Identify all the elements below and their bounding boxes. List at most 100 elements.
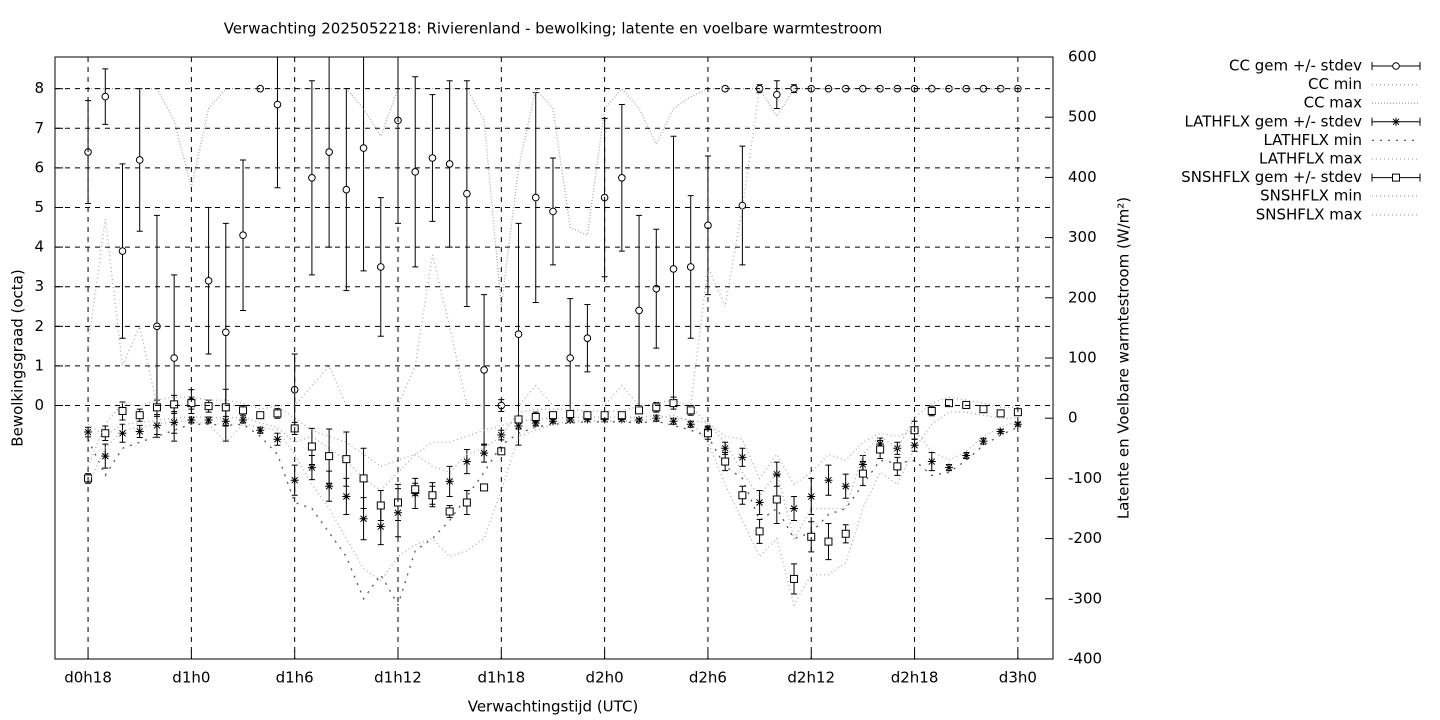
point [376, 501, 385, 510]
point [772, 495, 781, 504]
legend-label: CC max [1304, 94, 1363, 112]
point [135, 156, 144, 164]
chart-title: Verwachting 2025052218: Rivierenland - b… [224, 20, 883, 38]
point [152, 403, 161, 412]
point [204, 402, 213, 411]
legend-marker [1392, 62, 1400, 70]
point [962, 451, 971, 460]
point [239, 406, 248, 415]
y-tick-label: 8 [34, 79, 44, 97]
point [221, 403, 230, 412]
point [583, 415, 592, 424]
legend-label: SNSHFLX max [1256, 205, 1362, 223]
point [652, 414, 661, 423]
point [772, 470, 781, 479]
y2-tick-label: 100 [1068, 349, 1097, 367]
point [273, 100, 282, 109]
point [583, 334, 592, 342]
point [376, 263, 385, 271]
y-tick-label: 6 [34, 158, 44, 176]
point [273, 435, 282, 444]
point [514, 415, 523, 424]
legend-label: SNSHFLX gem +/- stdev [1181, 168, 1362, 186]
point [480, 449, 489, 458]
y2-tick-label: -400 [1068, 650, 1102, 668]
point [996, 409, 1005, 418]
point [308, 173, 316, 182]
point [979, 437, 988, 446]
point [944, 463, 953, 472]
point [617, 415, 626, 424]
point [222, 328, 230, 337]
point [359, 144, 368, 152]
point [256, 426, 265, 435]
point [239, 231, 247, 240]
point [325, 148, 333, 156]
y-tick-label: 7 [34, 119, 44, 137]
point [428, 491, 437, 500]
x-tick-label: d2h6 [689, 669, 727, 687]
point [927, 457, 936, 466]
x-tick-label: d2h18 [891, 669, 939, 687]
point [135, 427, 144, 436]
point [721, 444, 730, 453]
y2-tick-label: 300 [1068, 228, 1097, 246]
point [755, 498, 764, 507]
x-axis-title: Verwachtingstijd (UTC) [468, 698, 639, 716]
point [273, 409, 282, 418]
x-tick-label: d1h0 [172, 669, 210, 687]
y-tick-label: 5 [34, 198, 44, 216]
point [152, 421, 161, 430]
point [807, 492, 816, 501]
x-tick-label: d1h18 [477, 669, 525, 687]
point [445, 477, 454, 486]
point [910, 441, 919, 450]
point [858, 469, 867, 478]
point [635, 306, 643, 315]
point [824, 476, 833, 485]
point [841, 529, 850, 538]
point [531, 412, 540, 421]
point [170, 354, 178, 362]
x-tick-label: d0h18 [64, 669, 112, 687]
point [101, 92, 110, 101]
point [841, 482, 850, 491]
point [411, 485, 420, 494]
point [84, 428, 93, 437]
point [135, 411, 144, 420]
point [738, 453, 747, 462]
point [256, 411, 265, 420]
y2-tick-label: -100 [1068, 469, 1102, 487]
legend-label: LATHFLX min [1263, 131, 1362, 149]
y-tick-label: 1 [34, 356, 44, 374]
point [497, 431, 506, 440]
point [686, 263, 695, 271]
point [307, 463, 316, 472]
y2-axis-title: Latente en Voelbare warmtestroom (W/m²) [1115, 197, 1133, 519]
y2-tick-label: 400 [1068, 168, 1097, 186]
point [548, 411, 557, 420]
point [566, 354, 574, 362]
point [583, 411, 592, 420]
point [118, 429, 127, 438]
legend-label: LATHFLX max [1259, 150, 1362, 168]
point [480, 483, 489, 492]
point [686, 420, 695, 429]
legend-label: LATHFLX gem +/- stdev [1184, 112, 1362, 130]
point [118, 406, 127, 415]
y2-tick-label: 500 [1068, 108, 1097, 126]
point [462, 498, 471, 507]
y-tick-label: 0 [34, 396, 44, 414]
y-tick-label: 4 [34, 238, 44, 256]
point [773, 90, 781, 99]
legend-label: CC gem +/- stdev [1229, 57, 1362, 75]
point [652, 403, 661, 412]
point [101, 429, 110, 438]
point [307, 442, 316, 451]
point [342, 455, 351, 464]
point [445, 507, 454, 516]
point [669, 399, 678, 408]
point [893, 462, 902, 471]
